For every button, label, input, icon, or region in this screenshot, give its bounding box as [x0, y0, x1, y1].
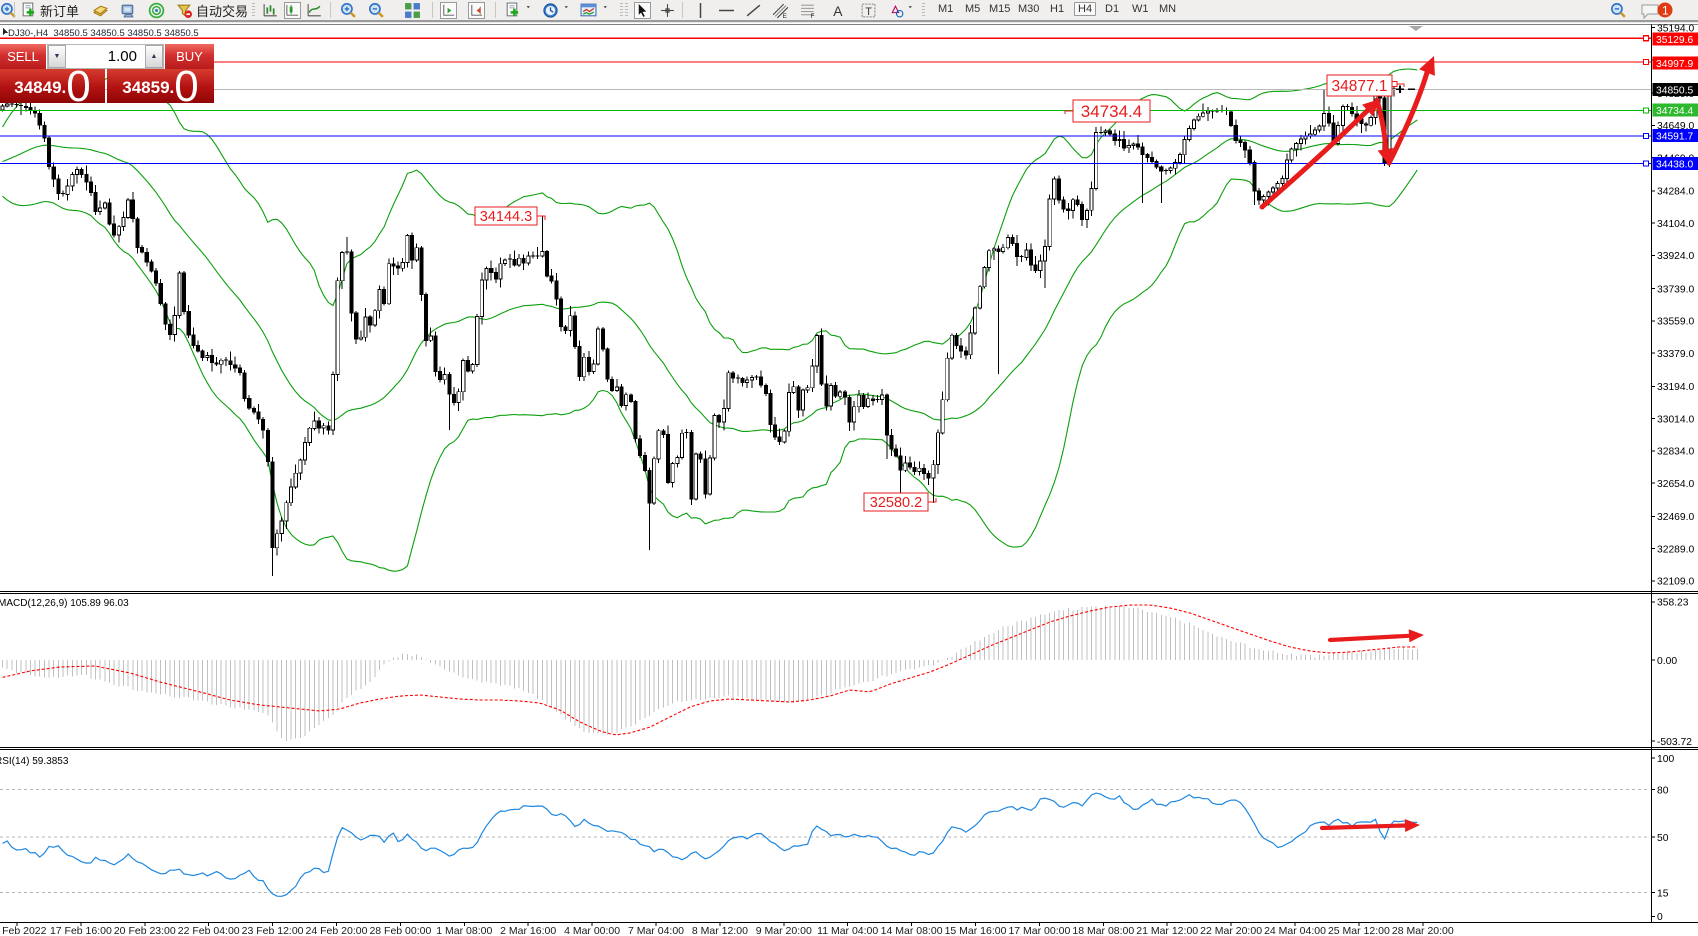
svg-text:17 Mar 00:00: 17 Mar 00:00: [1008, 925, 1070, 936]
svg-text:17 Feb 16:00: 17 Feb 16:00: [50, 925, 112, 936]
svg-text:RSI(14) 59.3853: RSI(14) 59.3853: [0, 756, 69, 767]
svg-text:8 Mar 12:00: 8 Mar 12:00: [692, 925, 748, 936]
svg-text:32834.0: 32834.0: [1657, 447, 1694, 458]
svg-text:34591.7: 34591.7: [1656, 132, 1693, 143]
svg-text:T: T: [865, 6, 872, 18]
svg-text:22 Mar 20:00: 22 Mar 20:00: [1200, 925, 1262, 936]
svg-text:34144.3: 34144.3: [480, 209, 532, 225]
svg-text:-503.72: -503.72: [1657, 737, 1692, 748]
svg-text:33194.0: 33194.0: [1657, 382, 1694, 393]
svg-text:18 Mar 08:00: 18 Mar 08:00: [1072, 925, 1134, 936]
svg-text:33559.0: 33559.0: [1657, 317, 1694, 328]
svg-text:32289.0: 32289.0: [1657, 544, 1694, 555]
svg-text:21 Mar 12:00: 21 Mar 12:00: [1136, 925, 1198, 936]
svg-text:15 Mar 16:00: 15 Mar 16:00: [945, 925, 1007, 936]
svg-text:33924.0: 33924.0: [1657, 251, 1694, 262]
svg-text:32469.0: 32469.0: [1657, 512, 1694, 523]
svg-text:MACD(12,26,9) 105.89 96.03: MACD(12,26,9) 105.89 96.03: [0, 598, 129, 609]
svg-text:0.00: 0.00: [1657, 656, 1677, 667]
svg-text:28 Mar 20:00: 28 Mar 20:00: [1392, 925, 1454, 936]
svg-text:20 Feb 23:00: 20 Feb 23:00: [114, 925, 176, 936]
svg-text:25 Mar 12:00: 25 Mar 12:00: [1328, 925, 1390, 936]
svg-text:33014.0: 33014.0: [1657, 414, 1694, 425]
svg-text:2 Mar 16:00: 2 Mar 16:00: [500, 925, 556, 936]
svg-text:7 Mar 04:00: 7 Mar 04:00: [628, 925, 684, 936]
svg-text:24 Feb 20:00: 24 Feb 20:00: [306, 925, 368, 936]
svg-text:24 Mar 04:00: 24 Mar 04:00: [1264, 925, 1326, 936]
svg-text:34734.4: 34734.4: [1656, 106, 1693, 117]
svg-text:14 Mar 08:00: 14 Mar 08:00: [881, 925, 943, 936]
svg-text:32109.0: 32109.0: [1657, 577, 1694, 588]
svg-text:11 Mar 04:00: 11 Mar 04:00: [817, 925, 878, 936]
svg-text:34104.0: 34104.0: [1657, 219, 1694, 230]
svg-text:33379.0: 33379.0: [1657, 349, 1694, 360]
svg-text:50: 50: [1657, 833, 1669, 844]
svg-text:100: 100: [1657, 754, 1674, 765]
svg-text:16 Feb 2022: 16 Feb 2022: [0, 925, 47, 936]
svg-text:34649.0: 34649.0: [1657, 121, 1694, 132]
svg-text:33739.0: 33739.0: [1657, 284, 1694, 295]
svg-text:32654.0: 32654.0: [1657, 479, 1694, 490]
svg-text:34850.5: 34850.5: [1656, 85, 1693, 96]
svg-text:358.23: 358.23: [1657, 598, 1689, 609]
svg-text:9 Mar 20:00: 9 Mar 20:00: [756, 925, 812, 936]
svg-text:1: 1: [1662, 4, 1669, 18]
svg-text:E: E: [783, 13, 787, 19]
svg-text:15: 15: [1657, 888, 1669, 899]
svg-text:34284.0: 34284.0: [1657, 187, 1694, 198]
svg-text:34997.9: 34997.9: [1656, 59, 1693, 70]
svg-text:35129.6: 35129.6: [1656, 35, 1693, 46]
svg-text:28 Feb 00:00: 28 Feb 00:00: [369, 925, 431, 936]
svg-text:A: A: [833, 3, 843, 19]
svg-text:F: F: [811, 13, 815, 19]
svg-text:80: 80: [1657, 786, 1669, 797]
svg-text:4 Mar 00:00: 4 Mar 00:00: [564, 925, 620, 936]
svg-text:23 Feb 12:00: 23 Feb 12:00: [242, 925, 304, 936]
svg-text:34438.0: 34438.0: [1656, 159, 1693, 170]
svg-text:34877.1: 34877.1: [1331, 78, 1387, 95]
svg-text:0: 0: [1657, 912, 1663, 923]
svg-text:34734.4: 34734.4: [1081, 102, 1142, 121]
svg-text:1 Mar 08:00: 1 Mar 08:00: [436, 925, 492, 936]
svg-text:35194.0: 35194.0: [1657, 24, 1694, 35]
svg-text:32580.2: 32580.2: [870, 495, 922, 511]
svg-text:22 Feb 04:00: 22 Feb 04:00: [178, 925, 240, 936]
